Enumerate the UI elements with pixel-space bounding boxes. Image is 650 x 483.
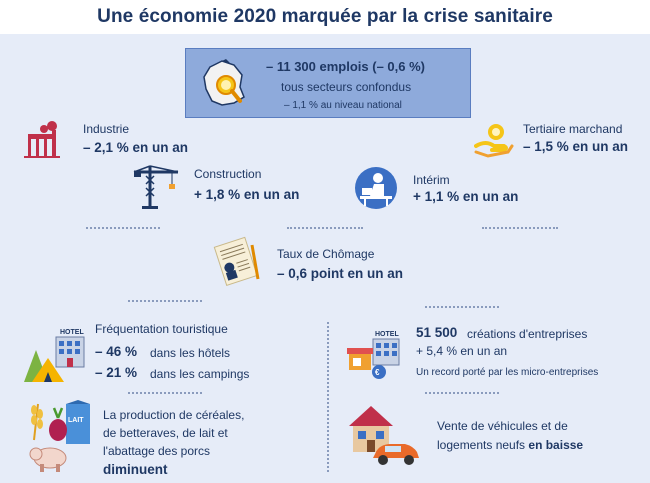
svg-text:HOTEL: HOTEL: [375, 331, 399, 338]
tourisme-label: Fréquentation touristique: [95, 322, 228, 336]
agriculture-line3: l'abattage des porcs: [103, 444, 211, 458]
employment-summary-box: – 11 300 emplois (– 0,6 %) tous secteurs…: [185, 48, 471, 118]
separator: [287, 227, 363, 229]
separator: [128, 300, 202, 302]
cv-document-icon: [213, 236, 260, 286]
page-title: Une économie 2020 marquée par la crise s…: [97, 6, 553, 27]
campings-text: dans les campings: [150, 367, 250, 381]
construction-label: Construction: [194, 167, 262, 181]
vehicules-line2-bold: en baisse: [528, 438, 584, 452]
separator: [86, 227, 160, 229]
agriculture-icon: LAIT: [29, 400, 90, 472]
separator: [128, 392, 202, 394]
column-divider: [327, 322, 329, 472]
entreprises-count-text: créations d'entreprises: [467, 327, 588, 341]
employment-subtitle: tous secteurs confondus: [281, 80, 412, 94]
title-bar: Une économie 2020 marquée par la crise s…: [0, 0, 650, 34]
tertiaire-value: – 1,5 % en un an: [523, 139, 629, 154]
agriculture-line2: de betteraves, de lait et: [103, 426, 228, 440]
entreprises-record: Un record porté par les micro-entreprise…: [416, 367, 599, 378]
hotel-camping-icon: HOTEL: [24, 329, 85, 382]
house-car-icon: [349, 406, 419, 465]
employment-national: – 1,1 % au niveau national: [284, 100, 402, 111]
vehicules-line2: logements neufs en baisse: [437, 438, 583, 452]
entreprises-growth: + 5,4 % en un an: [416, 344, 508, 358]
vehicules-line2-prefix: logements neufs: [437, 438, 529, 452]
construction-value: + 1,8 % en un an: [194, 187, 300, 202]
office-worker-icon: [355, 167, 397, 209]
hotels-text: dans les hôtels: [150, 346, 231, 360]
industrie-value: – 2,1 % en un an: [83, 140, 189, 155]
separator: [425, 392, 499, 394]
separator: [425, 306, 499, 308]
chomage-label: Taux de Chômage: [277, 247, 375, 261]
agriculture-line1: La production de céréales,: [103, 408, 245, 422]
separator: [482, 227, 558, 229]
vehicules-line1: Vente de véhicules et de: [437, 419, 568, 433]
interim-value: + 1,1 % en un an: [413, 189, 519, 204]
campings-value: – 21 %: [95, 365, 138, 380]
industrie-label: Industrie: [83, 122, 130, 136]
interim-label: Intérim: [413, 173, 450, 187]
factory-icon: [24, 121, 60, 158]
entreprises-count: 51 500: [416, 325, 458, 340]
service-hands-icon: [474, 124, 514, 158]
tertiaire-label: Tertiaire marchand: [523, 122, 623, 136]
france-map-magnifier-icon: [203, 59, 245, 106]
svg-text:€: €: [375, 368, 380, 377]
agriculture-line4: diminuent: [103, 462, 168, 477]
svg-text:HOTEL: HOTEL: [60, 329, 84, 336]
crane-icon: [133, 165, 179, 209]
shop-hotel-icon: HOTEL €: [347, 331, 400, 379]
chomage-value: – 0,6 point en un an: [277, 266, 404, 281]
hotels-value: – 46 %: [95, 344, 138, 359]
svg-text:LAIT: LAIT: [68, 417, 84, 424]
employment-headline: – 11 300 emplois (– 0,6 %): [266, 59, 425, 74]
